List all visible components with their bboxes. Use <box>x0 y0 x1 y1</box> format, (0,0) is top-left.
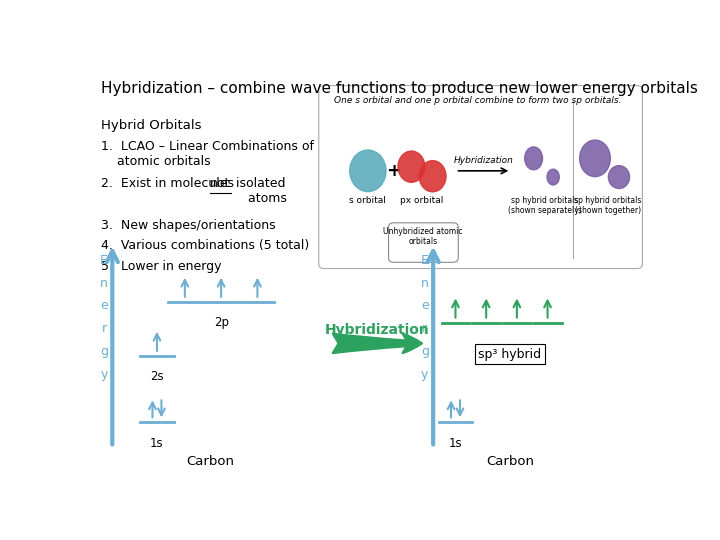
Ellipse shape <box>547 169 559 185</box>
FancyBboxPatch shape <box>389 223 459 262</box>
Text: 2p: 2p <box>214 316 229 329</box>
Text: sp³ hybrid: sp³ hybrid <box>478 348 541 361</box>
Text: 2s: 2s <box>150 370 163 383</box>
Text: One s orbital and one p orbital combine to form two sp orbitals.: One s orbital and one p orbital combine … <box>334 96 621 105</box>
Ellipse shape <box>350 150 386 192</box>
Text: g: g <box>100 345 108 358</box>
Ellipse shape <box>525 147 543 170</box>
Text: s orbital: s orbital <box>349 196 387 205</box>
Text: Unhybridized atomic
orbitals: Unhybridized atomic orbitals <box>383 227 463 246</box>
Text: 2.  Exist in molecules: 2. Exist in molecules <box>101 177 238 190</box>
Ellipse shape <box>419 160 446 192</box>
Text: isolated
    atoms: isolated atoms <box>233 177 287 205</box>
Text: px orbital: px orbital <box>400 196 444 205</box>
Text: n: n <box>421 276 428 289</box>
Ellipse shape <box>398 151 425 183</box>
Text: +: + <box>387 162 402 180</box>
Text: sp hybrid orbitals
(shown separately): sp hybrid orbitals (shown separately) <box>508 196 582 215</box>
Text: y: y <box>100 368 107 381</box>
Ellipse shape <box>608 166 629 188</box>
Text: 1s: 1s <box>449 437 462 450</box>
Ellipse shape <box>580 140 611 177</box>
Text: E: E <box>421 254 428 267</box>
Text: Carbon: Carbon <box>186 455 234 468</box>
Text: r: r <box>422 322 428 335</box>
Text: e: e <box>100 300 108 313</box>
Text: not: not <box>210 177 230 190</box>
Text: g: g <box>420 345 429 358</box>
Text: Hybrid Orbitals: Hybrid Orbitals <box>101 119 202 132</box>
Text: n: n <box>100 276 108 289</box>
Text: Carbon: Carbon <box>486 455 534 468</box>
Text: Hybridization: Hybridization <box>325 323 430 337</box>
Text: 5.  Lower in energy: 5. Lower in energy <box>101 260 222 273</box>
FancyBboxPatch shape <box>319 85 642 268</box>
Text: 4.  Various combinations (5 total): 4. Various combinations (5 total) <box>101 239 310 252</box>
Text: 3.  New shapes/orientations: 3. New shapes/orientations <box>101 219 276 232</box>
Text: 1s: 1s <box>150 437 163 450</box>
Text: sp hybrid orbitals
(shown together): sp hybrid orbitals (shown together) <box>574 196 642 215</box>
Text: E: E <box>100 254 108 267</box>
Text: y: y <box>421 368 428 381</box>
Text: 1.  LCAO – Linear Combinations of
    atomic orbitals: 1. LCAO – Linear Combinations of atomic … <box>101 140 314 167</box>
Text: Hybridization: Hybridization <box>454 157 513 165</box>
Text: r: r <box>102 322 107 335</box>
Text: e: e <box>421 300 428 313</box>
Text: Hybridization – combine wave functions to produce new lower energy orbitals: Hybridization – combine wave functions t… <box>101 82 698 97</box>
